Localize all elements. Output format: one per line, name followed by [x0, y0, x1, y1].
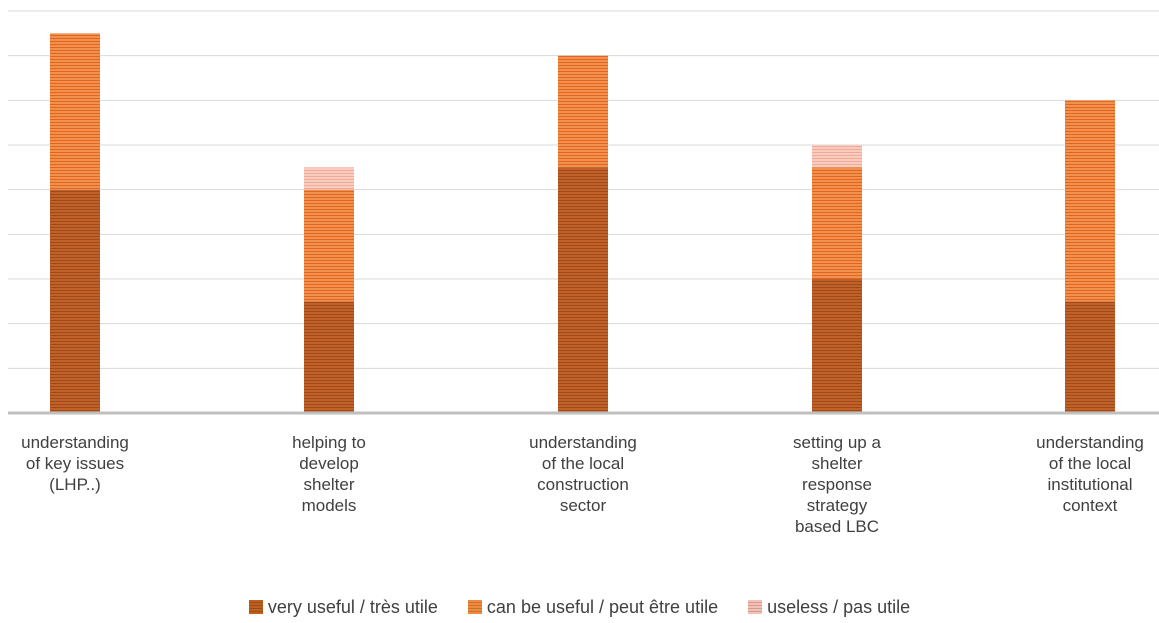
bar-segment — [812, 279, 862, 413]
x-tick-label: setting up a shelter response strategy based… — [793, 433, 881, 536]
bar-segment — [558, 55, 608, 168]
chart-plot — [8, 10, 1159, 415]
bar-segment — [812, 167, 862, 279]
bar-segment — [304, 189, 354, 302]
legend-label: useless / pas utile — [767, 597, 911, 617]
bar-segment — [304, 167, 354, 190]
legend-label: can be useful / peut être utile — [486, 597, 719, 617]
legend-item: very useful / très utile — [248, 596, 438, 618]
bar-segment — [1065, 301, 1115, 413]
x-tick-label: helping to develop shelter models — [292, 433, 366, 515]
legend-swatch — [467, 600, 482, 614]
legend-item: can be useful / peut être utile — [467, 596, 719, 618]
legend-item: useless / pas utile — [748, 596, 910, 618]
x-tick-label: understanding of key issues (LHP..) — [21, 433, 129, 494]
bar-segment — [50, 33, 100, 190]
legend-swatch — [248, 600, 263, 614]
x-tick-label: understanding of the local construction sec… — [529, 433, 637, 515]
bar-segment — [1065, 100, 1115, 302]
legend-label: very useful / très utile — [267, 597, 438, 617]
legend-swatch — [748, 600, 763, 614]
x-tick-label: understanding of the local institutional co… — [1036, 433, 1144, 515]
bar-segment — [304, 301, 354, 413]
bar-segment — [50, 189, 100, 413]
bars — [50, 33, 1115, 413]
bar-segment — [812, 145, 862, 168]
bar-segment — [558, 167, 608, 413]
legend: very useful / très utile can be useful / … — [0, 596, 1159, 618]
